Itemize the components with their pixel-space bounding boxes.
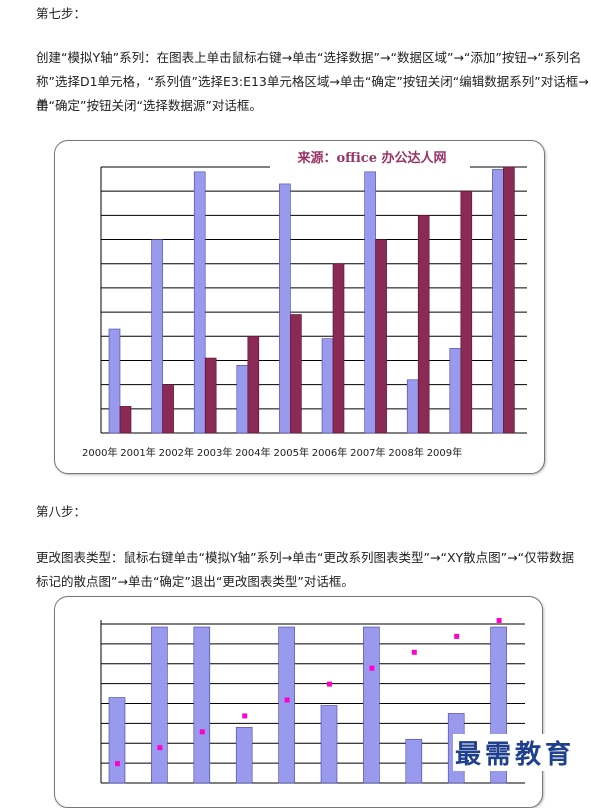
chart1-tick-label: 2001年: [120, 446, 155, 459]
chart2-marker: [496, 618, 502, 623]
chart2-marker: [157, 745, 163, 751]
step8-line1: 更改图表类型：鼠标右键单击“模拟Y轴”系列→单击“更改系列图表类型”→“XY散点…: [36, 550, 575, 565]
chart1-title: 来源：office 办公达人网: [297, 150, 447, 166]
chart1-tick-label: 2006年: [312, 446, 347, 459]
chart1-tick-label: 2005年: [274, 446, 309, 459]
chart2-marker: [115, 761, 120, 767]
chart1: 2000年 2001年 2002年 2003年 2004年 2005年 2006年 2007年…: [82, 146, 527, 459]
chart1-bar: [279, 183, 291, 434]
chart2-marker: [199, 729, 205, 735]
chart1-bar: [204, 357, 217, 434]
chart1-bar: [247, 335, 260, 434]
chart2-bar: [278, 626, 295, 784]
chart1-tick-label: 2003年: [197, 446, 232, 459]
chart1-tick-label: 2008年: [388, 446, 423, 459]
chart2-bar: [108, 697, 126, 784]
chart1-bar: [503, 166, 515, 434]
step7-line2: 称”选择D1单元格，“系列值”选择E3:E13单元格区域→单击“确定”按钮关闭“…: [36, 74, 589, 112]
chart1-tick-label: 2000年: [82, 446, 117, 459]
chart2-bar: [320, 705, 338, 784]
chart2-marker: [411, 649, 417, 655]
step8-heading: 第八步：: [36, 504, 87, 519]
chart2-bar: [235, 727, 253, 784]
chart1-tick-label: 2002年: [159, 446, 194, 459]
chart2-bar: [151, 626, 168, 784]
chart1-bar: [375, 239, 387, 434]
step7-heading: 第七步：: [36, 6, 87, 21]
chart2-marker: [327, 681, 332, 687]
step8-line2: 标记的散点图”→单击“确定”退出“更改图表类型”对话框。: [36, 574, 354, 589]
chart2-marker: [284, 697, 290, 703]
chart1-title-bg: [270, 146, 470, 168]
chart1-bar: [193, 171, 206, 434]
chart1-bar: [108, 328, 121, 434]
chart2-marker: [454, 633, 460, 639]
chart2: [100, 618, 525, 784]
chart1-bar: [162, 384, 174, 434]
chart1-tick-label: 2007年: [350, 446, 385, 459]
chart2-bar: [193, 626, 211, 784]
chart1-tick-label: 2009年: [427, 446, 462, 459]
step7-line1: 创建“模拟Y轴”系列：在图表上单击鼠标右键→单击“选择数据”→“数据区域”→“添…: [36, 50, 582, 65]
chart2-marker: [242, 713, 248, 719]
chart1-tick-label: 2004年: [235, 446, 270, 459]
chart2-bar: [405, 738, 423, 784]
watermark: 最需教育: [452, 734, 577, 771]
chart1-bar: [151, 239, 163, 434]
chart2-bar: [363, 626, 380, 784]
chart1-bar: [119, 406, 132, 434]
chart1-bar: [332, 263, 345, 434]
chart1-bar: [417, 215, 430, 434]
step7-line3: 击“确定”按钮关闭“选择数据源”对话框。: [36, 98, 262, 113]
chart1-bar: [460, 190, 473, 434]
chart2-marker: [369, 665, 375, 671]
chart1-bar: [290, 314, 302, 434]
